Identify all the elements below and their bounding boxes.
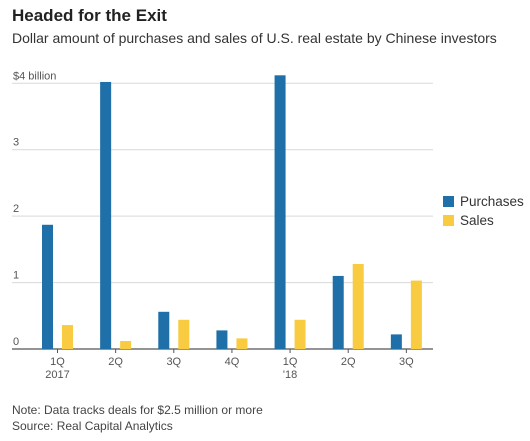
bar-sales [178,319,190,349]
x-tick-label: 2017 [45,369,69,381]
bar-sales [294,319,306,349]
y-tick-label: 0 [13,336,19,348]
x-tick-label: 3Q [399,356,414,368]
bar-purchases [42,224,53,349]
chart-notes: Note: Data tracks deals for $2.5 million… [12,402,263,434]
source-text: Source: Real Capital Analytics [12,419,173,433]
chart-subtitle: Dollar amount of purchases and sales of … [12,30,497,46]
x-tick-label: '18 [283,369,297,381]
bar-sales [120,341,132,349]
legend-label-purchases: Purchases [460,194,524,209]
x-tick-label: 1Q [283,356,298,368]
legend-swatch-purchases [443,196,454,207]
legend-swatch-sales [443,215,454,226]
bar-sales [352,263,364,349]
chart-title: Headed for the Exit [12,6,167,25]
x-tick-label: 3Q [166,356,181,368]
y-tick-label: 2 [13,203,19,215]
bar-sales [236,338,248,349]
bar-sales [62,325,73,349]
bar-purchases [100,81,112,349]
bar-purchases [274,75,286,350]
chart-legend: Purchases Sales [443,192,524,230]
bar-purchases [332,275,344,349]
bar-purchases [216,330,228,349]
legend-item-purchases: Purchases [443,192,524,211]
legend-item-sales: Sales [443,211,524,230]
y-tick-label: $4 billion [13,70,56,82]
x-tick-label: 4Q [225,356,240,368]
legend-label-sales: Sales [460,213,494,228]
bar-purchases [158,311,170,349]
x-tick-label: 2Q [341,356,356,368]
bar-sales [410,280,422,349]
y-tick-label: 1 [13,270,19,282]
x-tick-label: 1Q [50,356,65,368]
note-text: Note: Data tracks deals for $2.5 million… [12,403,263,417]
x-tick-label: 2Q [108,356,123,368]
bar-purchases [390,334,402,349]
y-tick-label: 3 [13,137,19,149]
